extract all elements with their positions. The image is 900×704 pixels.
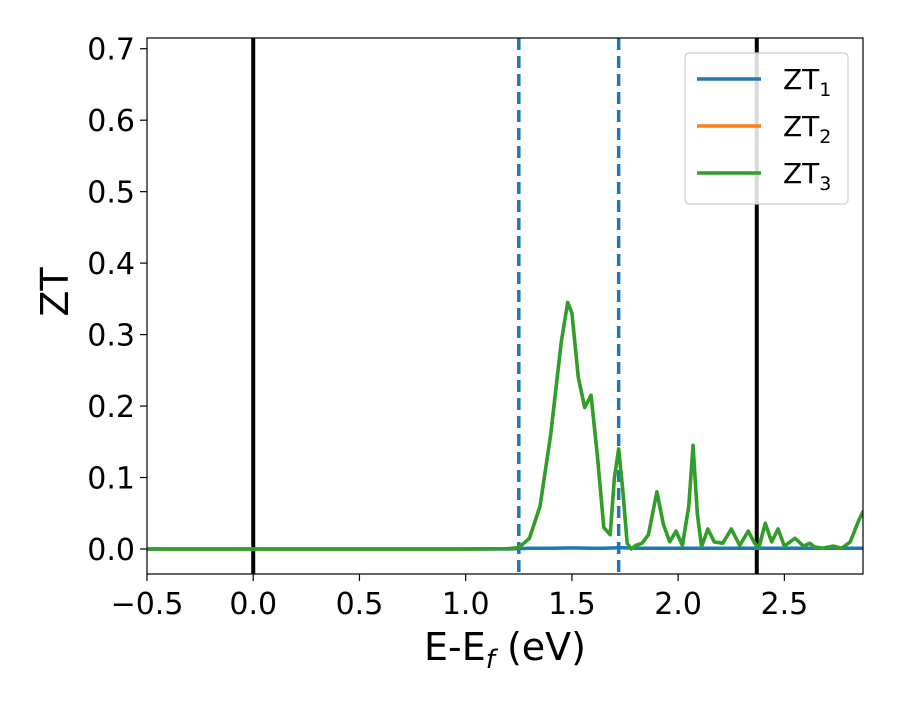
x-tick-label: 1.5 — [548, 587, 596, 622]
y-tick-label: 0.2 — [87, 390, 135, 425]
x-tick-label: 0.5 — [336, 587, 384, 622]
x-tick-label: 0.0 — [229, 587, 277, 622]
x-tick-label: −0.5 — [111, 587, 184, 622]
y-tick-label: 0.0 — [87, 533, 135, 568]
series-line-3 — [147, 300, 863, 551]
x-tick-label: 2.5 — [761, 587, 809, 622]
x-tick-label: 1.0 — [442, 587, 490, 622]
legend-box — [684, 52, 849, 205]
y-tick-label: 0.4 — [87, 247, 135, 282]
x-tick-label: 2.0 — [654, 587, 702, 622]
legend-label-3: ZT3 — [783, 157, 831, 195]
legend-label-2: ZT2 — [783, 110, 831, 148]
y-tick-label: 0.7 — [87, 33, 135, 68]
legend: ZT1 ZT2 ZT3 — [684, 52, 849, 205]
y-tick-label: 0.5 — [87, 176, 135, 211]
plot-frame — [146, 37, 864, 575]
x-axis-label: E-Ef (eV) — [424, 625, 586, 675]
y-axis-label: ZT — [33, 267, 77, 317]
y-tick-label: 0.1 — [87, 462, 135, 497]
legend-label-1: ZT1 — [783, 63, 831, 101]
y-tick-label: 0.3 — [87, 319, 135, 354]
axes: −0.5 0.0 0.5 1.0 1.5 2.0 2.5 0.0 0.1 0.2 0.3 0.4 0.5… — [87, 33, 864, 622]
y-tick-label: 0.6 — [87, 104, 135, 139]
